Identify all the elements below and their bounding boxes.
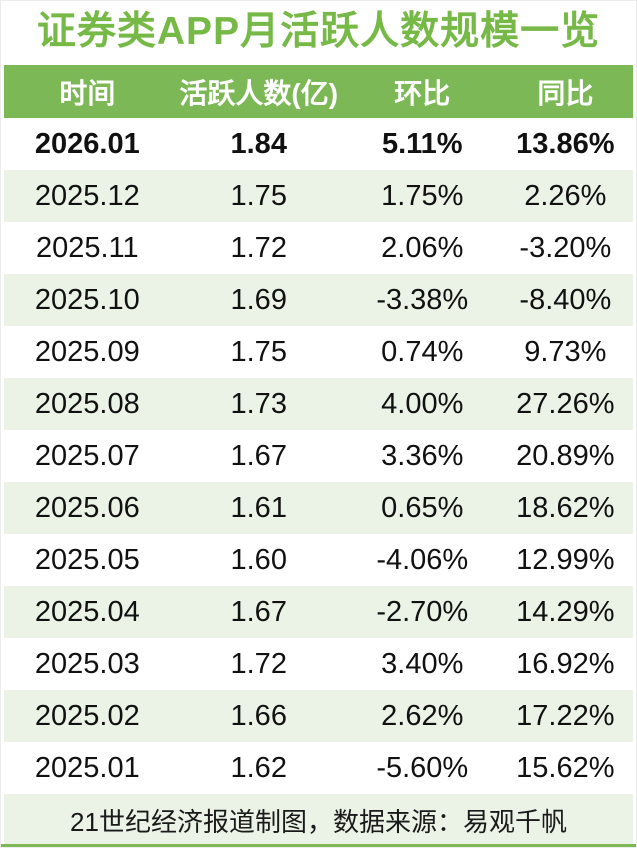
cell-time: 2025.04: [34, 595, 140, 628]
cell-mom: 2.06%: [381, 231, 464, 264]
bottom-border-line: [1, 844, 636, 847]
cell-mom: 3.40%: [381, 647, 464, 680]
cell-yoy: 15.62%: [516, 751, 615, 784]
table-row: 2025.10 1.69 -3.38% -8.40%: [4, 274, 633, 326]
table-row: 2025.01 1.62 -5.60% 15.62%: [4, 742, 633, 794]
table-row: 2025.12 1.75 1.75% 2.26%: [4, 170, 633, 222]
source-note: 21世纪经济报道制图，数据来源：易观千帆: [4, 794, 633, 846]
cell-active-users: 1.75: [230, 179, 287, 212]
cell-yoy: 13.86%: [516, 127, 615, 160]
cell-active-users: 1.67: [230, 439, 287, 472]
table-row: 2025.02 1.66 2.62% 17.22%: [4, 690, 633, 742]
cell-yoy: 16.92%: [516, 647, 615, 680]
cell-mom: -3.38%: [376, 283, 469, 316]
cell-mom: 4.00%: [381, 387, 464, 420]
cell-time: 2026.01: [34, 127, 140, 160]
cell-mom: 0.65%: [381, 491, 464, 524]
cell-yoy: 9.73%: [524, 335, 607, 368]
cell-mom: -5.60%: [376, 751, 469, 784]
cell-time: 2025.05: [34, 543, 140, 576]
cell-time: 2025.01: [34, 751, 140, 784]
page-title: 证券类APP月活跃人数规模一览: [36, 10, 601, 53]
cell-yoy: -3.20%: [519, 231, 612, 264]
cell-yoy: 14.29%: [516, 595, 615, 628]
column-header-mom: 环比: [394, 77, 451, 109]
column-header-yoy: 同比: [537, 77, 594, 109]
cell-active-users: 1.60: [230, 543, 287, 576]
cell-mom: 0.74%: [381, 335, 464, 368]
table-row: 2025.03 1.72 3.40% 16.92%: [4, 638, 633, 690]
cell-active-users: 1.84: [230, 127, 287, 160]
cell-mom: 5.11%: [381, 127, 463, 160]
cell-active-users: 1.69: [230, 283, 287, 316]
cell-yoy: 17.22%: [516, 699, 615, 732]
cell-time: 2025.09: [34, 335, 140, 368]
cell-yoy: 12.99%: [516, 543, 615, 576]
cell-yoy: 20.89%: [516, 439, 615, 472]
cell-active-users: 1.75: [230, 335, 287, 368]
cell-time: 2025.12: [34, 179, 140, 212]
cell-time: 2025.10: [34, 283, 140, 316]
cell-active-users: 1.73: [230, 387, 287, 420]
cell-mom: -2.70%: [376, 595, 469, 628]
table-body: 2026.01 1.84 5.11% 13.86% 2025.12 1.75 1…: [1, 118, 636, 794]
cell-time: 2025.11: [35, 231, 139, 264]
cell-active-users: 1.61: [230, 491, 287, 524]
table-row: 2025.11 1.72 2.06% -3.20%: [4, 222, 633, 274]
cell-active-users: 1.72: [230, 231, 287, 264]
cell-time: 2025.06: [34, 491, 140, 524]
table-header-row: 时间 活跃人数(亿) 环比 同比: [4, 65, 633, 118]
table-row: 2026.01 1.84 5.11% 13.86%: [4, 118, 633, 170]
cell-yoy: 27.26%: [516, 387, 615, 420]
cell-time: 2025.03: [34, 647, 140, 680]
cell-yoy: -8.40%: [519, 283, 612, 316]
cell-time: 2025.07: [34, 439, 140, 472]
cell-active-users: 1.67: [230, 595, 287, 628]
table-row: 2025.07 1.67 3.36% 20.89%: [4, 430, 633, 482]
cell-mom: -4.06%: [376, 543, 469, 576]
table-row: 2025.05 1.60 -4.06% 12.99%: [4, 534, 633, 586]
cell-time: 2025.02: [34, 699, 140, 732]
table-row: 2025.06 1.61 0.65% 18.62%: [4, 482, 633, 534]
cell-time: 2025.08: [34, 387, 140, 420]
cell-mom: 3.36%: [381, 439, 464, 472]
column-header-time: 时间: [59, 77, 116, 109]
cell-yoy: 2.26%: [524, 179, 607, 212]
cell-mom: 1.75%: [381, 179, 464, 212]
cell-active-users: 1.72: [230, 647, 287, 680]
cell-mom: 2.62%: [381, 699, 464, 732]
column-header-active-users: 活跃人数(亿): [179, 77, 339, 109]
cell-active-users: 1.62: [230, 751, 287, 784]
table-row: 2025.04 1.67 -2.70% 14.29%: [4, 586, 633, 638]
table-row: 2025.08 1.73 4.00% 27.26%: [4, 378, 633, 430]
cell-active-users: 1.66: [230, 699, 287, 732]
table-row: 2025.09 1.75 0.74% 9.73%: [4, 326, 633, 378]
cell-yoy: 18.62%: [516, 491, 615, 524]
